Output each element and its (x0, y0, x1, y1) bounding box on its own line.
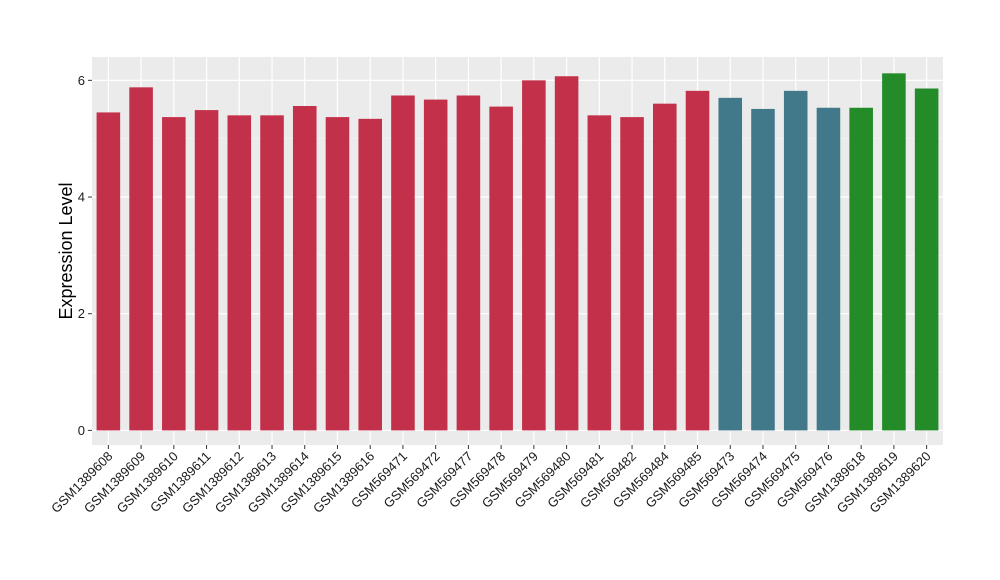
bar (162, 117, 186, 431)
y-tick-label: 0 (78, 423, 85, 438)
bar (260, 115, 284, 431)
bar (292, 106, 317, 431)
y-axis-title: Expression Level (56, 182, 76, 319)
bar (194, 110, 219, 431)
bar (554, 76, 579, 431)
bar (783, 90, 808, 431)
bar (227, 115, 252, 431)
bar (751, 108, 775, 431)
bar (423, 99, 448, 431)
bar (96, 112, 121, 431)
x-axis: GSM1389608GSM1389609GSM1389610GSM1389611… (48, 445, 934, 516)
bar (129, 87, 153, 431)
bar (882, 73, 906, 431)
bar (522, 80, 546, 431)
bar (489, 106, 513, 431)
y-axis: 0 2 4 6 (78, 73, 92, 438)
bar (718, 97, 743, 431)
y-tick-label: 2 (78, 306, 85, 321)
bar (653, 103, 677, 431)
bar (685, 90, 710, 431)
bars (96, 73, 939, 431)
bar (391, 95, 415, 431)
bar (816, 107, 841, 431)
bar (849, 107, 873, 431)
plot-background (92, 57, 943, 445)
y-tick-label: 4 (78, 190, 85, 205)
y-tick-label: 6 (78, 73, 85, 88)
bar (358, 118, 382, 431)
bar (325, 117, 350, 431)
bar (914, 88, 939, 431)
bar (620, 117, 644, 431)
bar (456, 95, 481, 431)
bar (587, 115, 612, 431)
